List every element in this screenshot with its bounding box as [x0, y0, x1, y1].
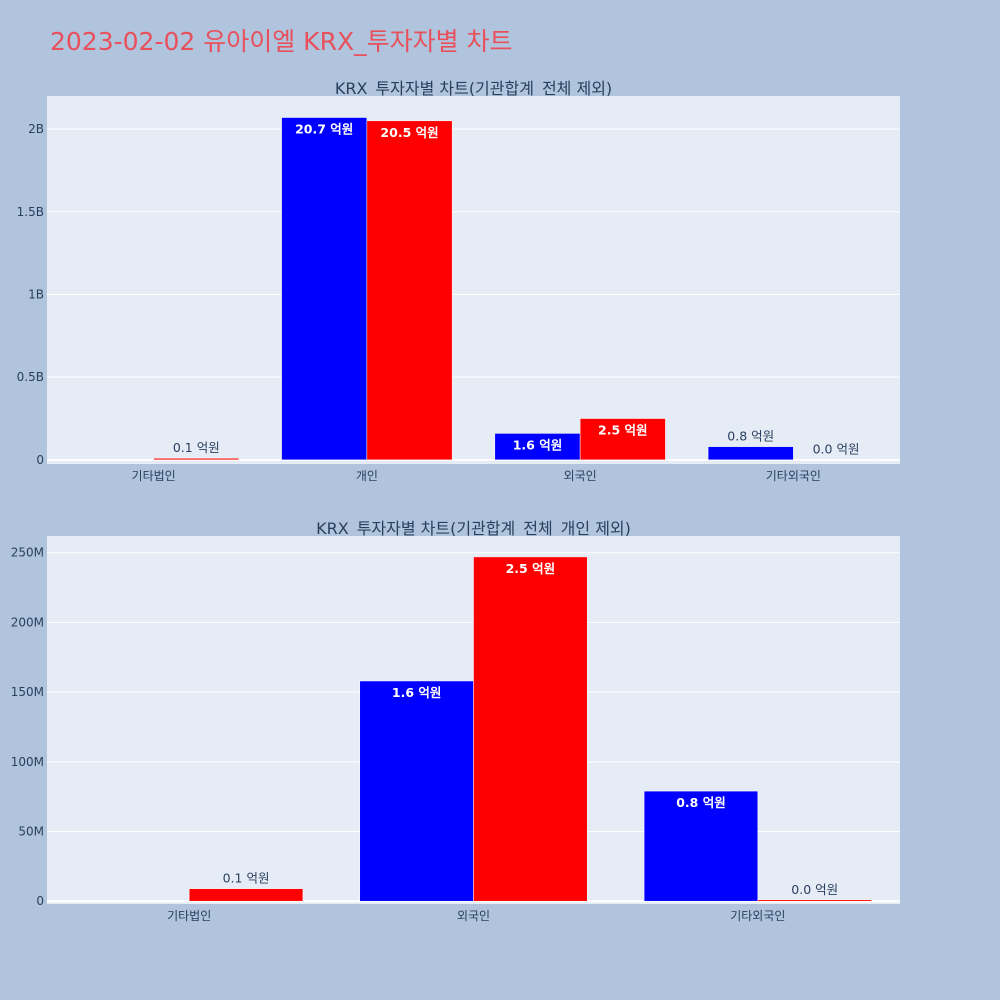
bar-red — [579, 418, 666, 461]
x-tick-label: 기타법인 — [132, 469, 176, 483]
bar-value-label: 0.8 억원 — [676, 795, 726, 810]
bar-blue — [281, 117, 368, 461]
y-tick-label: 50M — [18, 825, 44, 839]
x-tick-label: 외국인 — [457, 909, 490, 923]
y-tick-label: 1B — [28, 287, 44, 301]
bar-value-label: 2.5 억원 — [506, 561, 556, 576]
bar-chart-excluding-institutions: KRX_투자자별 차트(기관합계_전체 제외) 0 0.5B 1B 1.5B 2B 기타법인… — [17, 79, 900, 483]
bar-chart-excluding-institutions-and-individuals: KRX_투자자별 차트(기관합계_전체_개인 제외) 0 50M 100M 150M 20… — [11, 519, 900, 923]
bar-value-label: 0.1 억원 — [173, 440, 220, 455]
bar-value-label: 0.8 억원 — [727, 429, 774, 444]
bar-blue — [643, 790, 759, 902]
x-tick-label: 기타외국인 — [766, 469, 821, 483]
bar-value-label: 0.1 억원 — [223, 871, 270, 886]
plot-area — [47, 96, 900, 464]
x-tick-label: 외국인 — [564, 469, 597, 483]
x-tick-label: 개인 — [356, 469, 378, 483]
bar-value-label: 2.5 억원 — [598, 423, 648, 438]
y-tick-label: 200M — [11, 615, 44, 629]
bar-red — [473, 556, 588, 902]
y-tick-label: 1.5B — [17, 205, 44, 219]
y-tick-label: 2B — [28, 122, 44, 136]
x-tick-label: 기타법인 — [167, 909, 211, 923]
bar-blue — [359, 680, 474, 902]
bar-value-label: 0.0 억원 — [813, 442, 860, 457]
y-tick-label: 0.5B — [17, 370, 44, 384]
y-tick-label: 0 — [36, 894, 44, 908]
x-tick-label: 기타외국인 — [730, 909, 785, 923]
bar-value-label: 1.6 억원 — [513, 437, 563, 452]
bar-value-label: 0.0 억원 — [791, 882, 838, 897]
y-tick-label: 150M — [11, 685, 44, 699]
bar-value-label: 20.7 억원 — [295, 122, 353, 137]
page-title: 2023-02-02 유아이엘 KRX_투자자별 차트 — [50, 27, 513, 56]
y-tick-label: 100M — [11, 755, 44, 769]
bar-blue — [707, 446, 794, 461]
y-tick-label: 0 — [36, 453, 44, 467]
chart-1-title: KRX_투자자별 차트(기관합계_전체_개인 제외) — [316, 519, 631, 539]
y-tick-label: 250M — [11, 546, 44, 560]
bar-red — [757, 899, 872, 902]
bar-red — [366, 120, 453, 461]
chart-0-title: KRX_투자자별 차트(기관합계_전체 제외) — [335, 79, 612, 99]
bar-value-label: 1.6 억원 — [392, 685, 442, 700]
bar-red — [153, 457, 240, 461]
bar-value-label: 20.5 억원 — [380, 125, 438, 140]
bar-red — [188, 888, 304, 902]
